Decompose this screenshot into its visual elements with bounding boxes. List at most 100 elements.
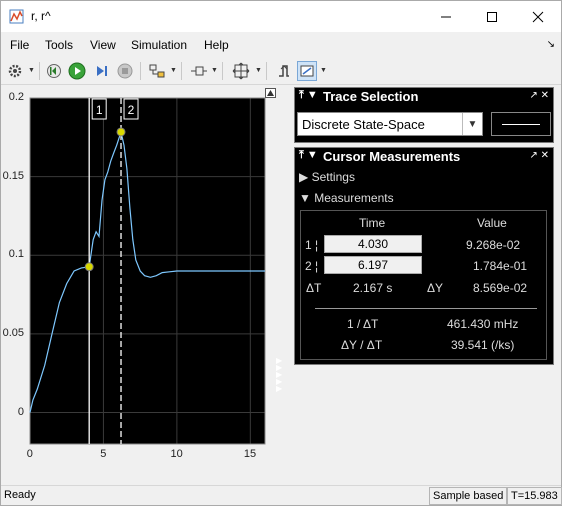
measurements-table: Time Value 1 ¦ 4.030 9.268e-02 2 ¦ 6.197… <box>300 210 547 360</box>
cursor-measurements-button[interactable] <box>297 61 317 81</box>
signal-dropdown-icon[interactable]: ▼ <box>211 67 218 74</box>
menu-bar: File Tools View Simulation Help ↘ <box>1 34 561 56</box>
toolbar: ▼ <box>1 57 561 85</box>
zoom-button[interactable] <box>231 61 251 81</box>
x-tick-label: 15 <box>243 448 257 460</box>
cursor-2-tag <box>123 98 139 120</box>
step-forward-button[interactable] <box>91 61 111 81</box>
highlight-block-button[interactable] <box>147 61 167 81</box>
step-back-icon <box>47 64 61 78</box>
menu-tools[interactable]: Tools <box>45 38 74 52</box>
settings-label: Settings <box>311 170 355 184</box>
status-bar: Ready Sample based T=15.983 <box>1 485 562 505</box>
triggers-button[interactable] <box>274 61 294 81</box>
trace-select-value: Discrete State-Space <box>302 117 425 132</box>
measure-dropdown-icon[interactable]: ▼ <box>320 67 327 74</box>
window-title: r, r^ <box>31 9 51 23</box>
y-tick-label: 0.05 <box>2 326 24 339</box>
stop-icon <box>117 63 133 79</box>
y-tick-label: 0.15 <box>2 169 24 182</box>
panel-collapse-arrows[interactable]: ▶ ▶ ▶ ▶ ▶ <box>276 356 283 393</box>
inverse-delta-t-label: 1 / ΔT <box>347 317 379 331</box>
stop-button[interactable] <box>115 61 135 81</box>
cursor-1-value: 9.268e-02 <box>466 238 521 252</box>
close-button[interactable] <box>515 1 561 32</box>
maximize-icon <box>487 11 497 22</box>
signal-select-icon <box>191 66 207 76</box>
delta-t-value: 2.167 s <box>353 281 393 295</box>
delta-y-value: 8.569e-02 <box>473 281 528 295</box>
menu-help[interactable]: Help <box>204 38 229 52</box>
y-tick-label: 0 <box>17 405 24 418</box>
panel-window-controls[interactable]: ↗ ✕ <box>529 90 549 101</box>
chevron-down-icon: ▼ <box>462 113 482 135</box>
gear-icon <box>8 64 22 78</box>
status-ready: Ready <box>4 489 36 501</box>
step-back-button[interactable] <box>44 61 64 81</box>
pin-collapse-icon[interactable]: ⤒ ▼ <box>299 149 318 161</box>
cursor-1-marker <box>84 262 94 272</box>
cursor-1-label: 1 ¦ <box>305 238 319 252</box>
close-icon <box>532 11 544 22</box>
delta-t-label: ΔT <box>306 281 322 295</box>
x-tick-label: 5 <box>100 448 107 460</box>
cursor-1-time-field[interactable]: 4.030 <box>324 235 422 253</box>
run-button[interactable] <box>67 61 87 81</box>
zoom-fit-icon <box>232 62 250 80</box>
toolbar-separator <box>181 62 182 80</box>
panel-window-controls[interactable]: ↗ ✕ <box>529 150 549 161</box>
zoom-dropdown-icon[interactable]: ▼ <box>255 67 262 74</box>
maximize-button[interactable] <box>469 1 515 32</box>
x-tick-label: 10 <box>170 448 183 460</box>
trigger-icon <box>279 65 289 77</box>
trace-selection-panel: ⤒ ▼ Trace Selection ↗ ✕ Discrete State-S… <box>294 87 554 143</box>
slope-value: 39.541 (/ks) <box>451 338 515 352</box>
time-column-header: Time <box>359 216 386 230</box>
value-column-header: Value <box>477 216 507 230</box>
cursor-1-tag-label: 1 <box>96 103 103 117</box>
settings-dropdown-icon[interactable]: ▼ <box>28 67 35 74</box>
inverse-delta-t-value: 461.430 mHz <box>447 317 519 331</box>
signal-select-button[interactable] <box>189 61 209 81</box>
toolbar-separator <box>140 62 141 80</box>
undock-plot-button[interactable] <box>265 88 276 98</box>
block-dropdown-icon[interactable]: ▼ <box>170 67 177 74</box>
measurements-section-toggle[interactable]: ▼ Measurements <box>299 191 394 205</box>
cursor-2-time-field[interactable]: 6.197 <box>324 256 422 274</box>
settings-section-toggle[interactable]: ▶ Settings <box>299 170 355 184</box>
minimize-button[interactable] <box>423 1 469 32</box>
minimize-icon <box>441 16 451 17</box>
trace-selection-title: Trace Selection <box>323 89 419 104</box>
x-tick-label: 0 <box>26 448 33 460</box>
collapse-down-icon: ▼ <box>299 191 311 205</box>
play-icon <box>68 62 86 80</box>
cursor-2-marker <box>116 127 126 137</box>
y-tick-label: 0.1 <box>8 248 24 261</box>
divider <box>315 308 537 309</box>
scope-app-icon <box>9 9 24 24</box>
menu-file[interactable]: File <box>10 38 30 52</box>
trace-line-style-swatch[interactable] <box>491 112 551 136</box>
toolbar-separator <box>222 62 223 80</box>
menu-view[interactable]: View <box>90 38 116 52</box>
sim-time-indicator: T=15.983 <box>507 487 562 505</box>
toolbar-separator <box>266 62 267 80</box>
delta-y-label: ΔY <box>427 281 444 295</box>
cursor-measurements-header: ⤒ ▼ Cursor Measurements ↗ ✕ <box>295 148 553 166</box>
trace-selection-header: ⤒ ▼ Trace Selection ↗ ✕ <box>295 88 553 106</box>
trace-select-dropdown[interactable]: Discrete State-Space ▼ <box>297 112 483 136</box>
dock-arrow-icon[interactable]: ↘ <box>546 39 555 50</box>
sample-mode-indicator: Sample based <box>429 487 508 505</box>
cursor-measure-icon <box>300 65 314 77</box>
cursor-2-value: 1.784e-01 <box>473 259 528 273</box>
title-bar: r, r^ <box>1 1 561 32</box>
cursor-2-label: 2 ¦ <box>305 259 319 273</box>
measurements-label: Measurements <box>314 191 394 205</box>
block-diagram-icon <box>149 64 165 78</box>
settings-button[interactable] <box>5 61 25 81</box>
pin-collapse-icon[interactable]: ⤒ ▼ <box>299 89 318 101</box>
menu-simulation[interactable]: Simulation <box>131 38 188 52</box>
signal-trace-line <box>29 129 265 413</box>
